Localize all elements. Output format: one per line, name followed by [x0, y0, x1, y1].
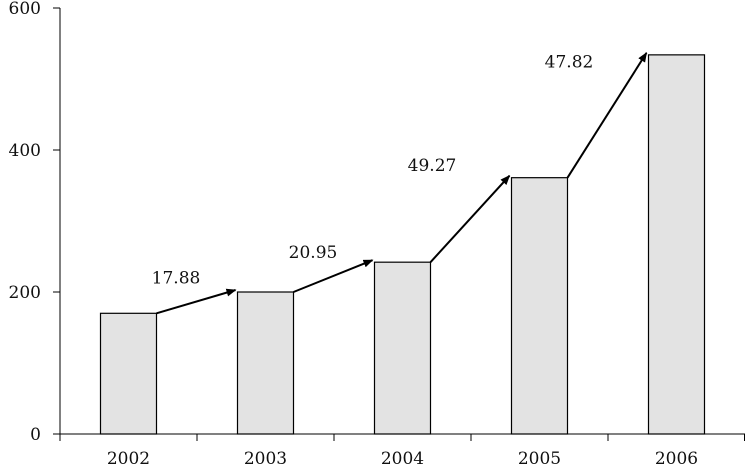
y-tick-label: 200 [9, 283, 41, 303]
bars [99, 54, 706, 435]
growth-arrows: 17.88 20.95 49.27 47.82 [152, 52, 648, 315]
growth-label: 47.82 [545, 52, 594, 72]
growth-arrow [566, 52, 648, 179]
bar-2003 [236, 291, 295, 435]
bar-2005 [510, 177, 569, 435]
axes: 0 200 400 600 2002 2003 2004 2005 2006 [9, 0, 745, 469]
bar-2006 [647, 54, 706, 435]
bar-2004 [373, 261, 432, 435]
x-tick-label: 2003 [244, 449, 287, 469]
x-tick-label: 2004 [381, 449, 424, 469]
x-tick-label: 2005 [518, 449, 561, 469]
x-tick-label: 2006 [655, 449, 698, 469]
y-tick-label: 400 [9, 141, 41, 161]
x-tick-label: 2002 [107, 449, 150, 469]
growth-label: 49.27 [408, 156, 457, 176]
bar-2002 [99, 312, 158, 435]
growth-arrow [156, 288, 237, 315]
growth-arrow [429, 174, 511, 263]
y-tick-label: 600 [9, 0, 41, 19]
y-tick-label: 0 [30, 425, 41, 445]
growth-arrow [293, 259, 374, 293]
growth-label: 17.88 [152, 269, 201, 289]
growth-label: 20.95 [289, 243, 338, 263]
